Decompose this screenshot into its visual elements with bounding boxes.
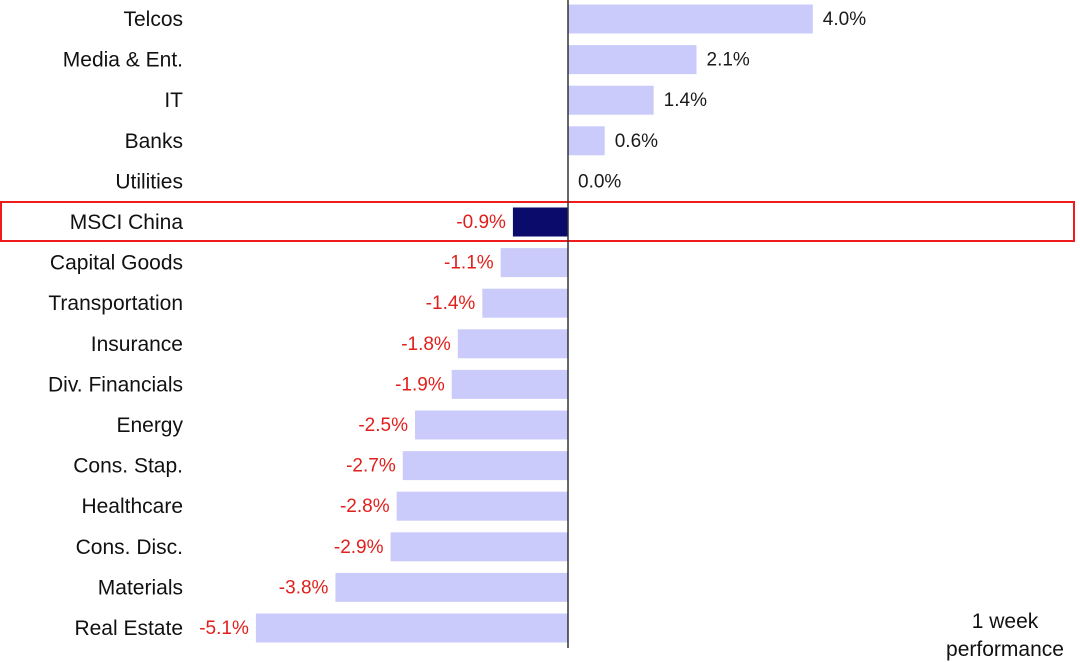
category-label-cons-stap: Cons. Stap. bbox=[73, 455, 183, 478]
bar-real-estate bbox=[255, 613, 568, 643]
value-label-insurance: -1.8% bbox=[401, 334, 451, 355]
bar-cons-stap bbox=[402, 451, 568, 481]
value-label-media-and-ent: 2.1% bbox=[707, 50, 750, 71]
category-label-insurance: Insurance bbox=[91, 333, 183, 356]
category-label-telcos: Telcos bbox=[123, 8, 183, 31]
bar-it bbox=[568, 85, 654, 115]
bar-insurance bbox=[457, 329, 568, 359]
bar-cons-disc bbox=[390, 532, 568, 562]
value-label-real-estate: -5.1% bbox=[199, 618, 249, 639]
bar-telcos bbox=[568, 4, 813, 34]
value-label-it: 1.4% bbox=[664, 90, 707, 111]
annotation-line-2: performance bbox=[946, 638, 1064, 661]
bar-capital-goods bbox=[500, 248, 568, 278]
bar-materials bbox=[335, 572, 568, 602]
annotation-line-1: 1 week bbox=[972, 610, 1039, 633]
bar-transportation bbox=[482, 288, 568, 318]
category-label-transportation: Transportation bbox=[48, 292, 183, 315]
bar-div-financials bbox=[451, 369, 568, 399]
value-label-capital-goods: -1.1% bbox=[444, 253, 494, 274]
value-label-cons-disc: -2.9% bbox=[334, 537, 384, 558]
category-label-healthcare: Healthcare bbox=[81, 495, 183, 518]
value-label-healthcare: -2.8% bbox=[340, 496, 390, 517]
value-label-telcos: 4.0% bbox=[823, 9, 866, 30]
value-label-energy: -2.5% bbox=[358, 415, 408, 436]
value-label-banks: 0.6% bbox=[615, 131, 658, 152]
category-label-it: IT bbox=[164, 89, 183, 112]
value-label-msci-china: -0.9% bbox=[456, 212, 506, 233]
highlight-box bbox=[0, 201, 1075, 242]
category-label-utilities: Utilities bbox=[115, 170, 183, 193]
category-label-materials: Materials bbox=[98, 576, 183, 599]
category-label-div-financials: Div. Financials bbox=[48, 373, 183, 396]
bar-media-and-ent bbox=[568, 45, 697, 75]
bar-banks bbox=[568, 126, 605, 156]
category-label-media-and-ent: Media & Ent. bbox=[63, 49, 183, 72]
bar-msci-china bbox=[512, 207, 568, 237]
category-label-msci-china: MSCI China bbox=[70, 211, 184, 234]
value-label-cons-stap: -2.7% bbox=[346, 456, 396, 477]
value-label-utilities: 0.0% bbox=[578, 171, 621, 192]
category-label-banks: Banks bbox=[125, 130, 183, 153]
bar-energy bbox=[415, 410, 568, 440]
category-label-capital-goods: Capital Goods bbox=[50, 252, 183, 275]
category-label-cons-disc: Cons. Disc. bbox=[76, 536, 183, 559]
category-label-real-estate: Real Estate bbox=[74, 617, 183, 640]
value-label-transportation: -1.4% bbox=[426, 293, 476, 314]
value-label-materials: -3.8% bbox=[279, 577, 329, 598]
category-label-energy: Energy bbox=[116, 414, 183, 437]
value-label-div-financials: -1.9% bbox=[395, 374, 445, 395]
bar-healthcare bbox=[396, 491, 568, 521]
